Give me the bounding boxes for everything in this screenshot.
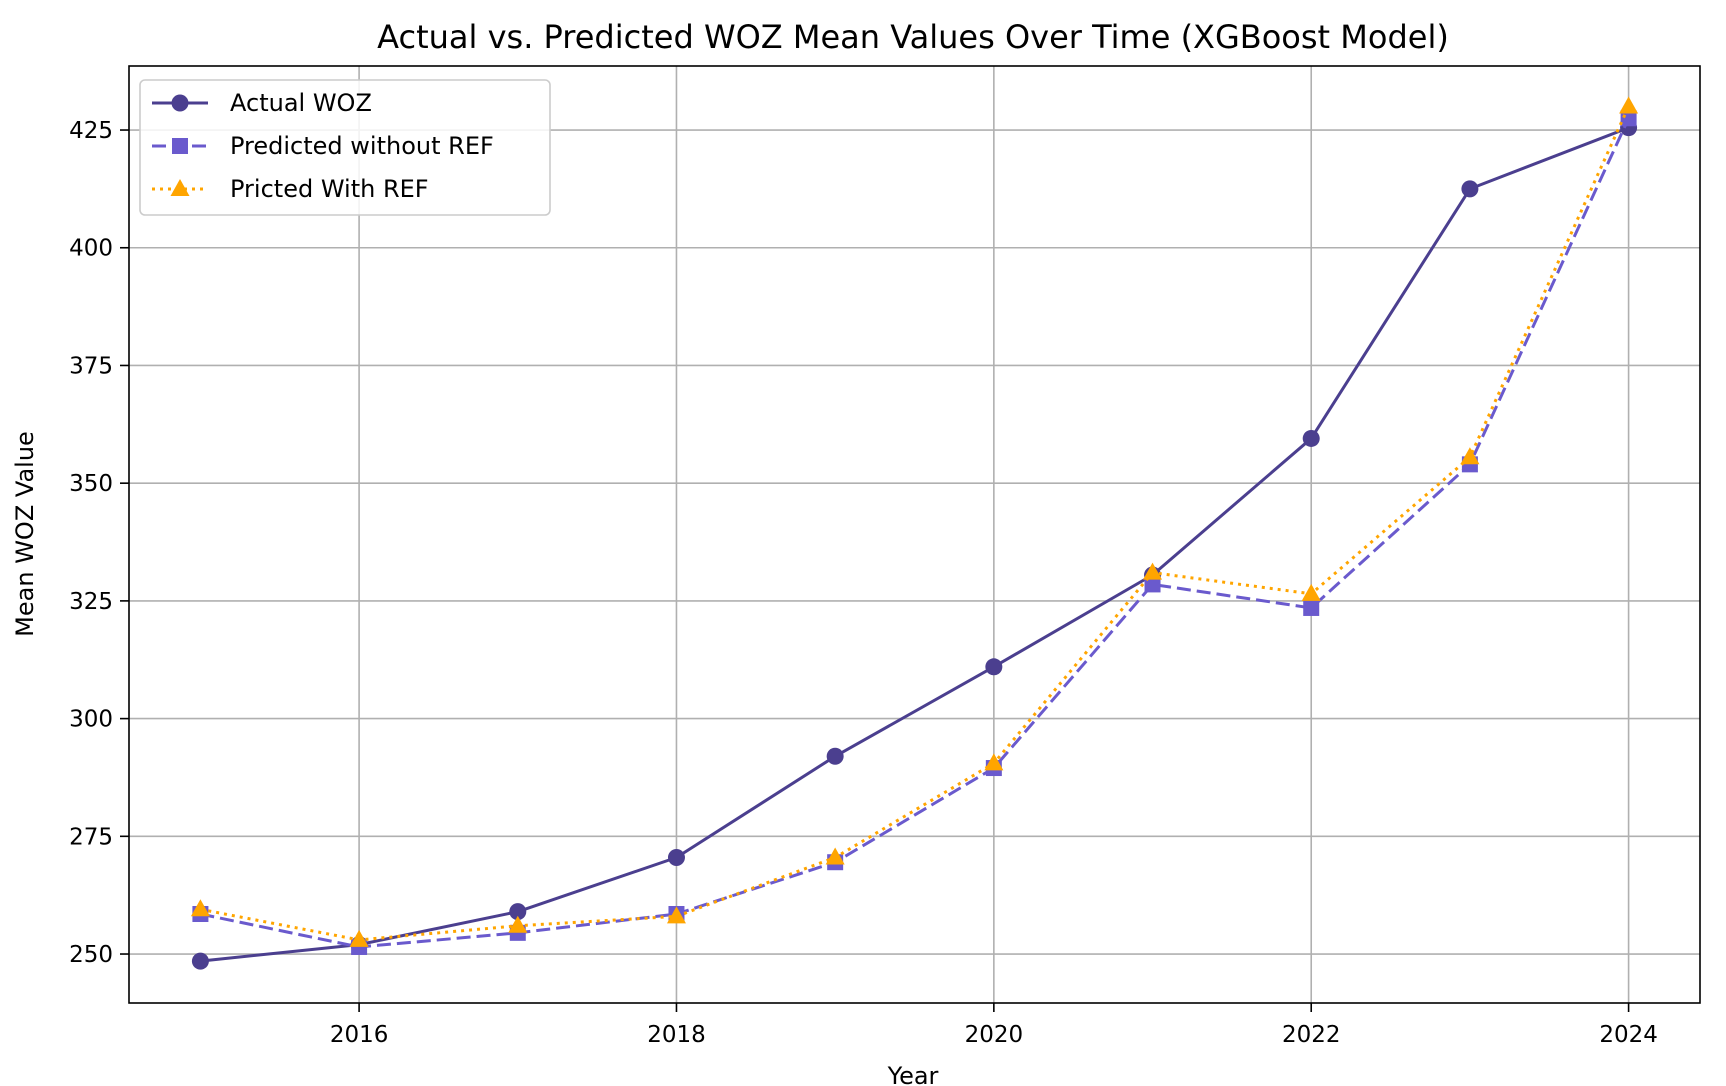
legend-item: Pricted With REF — [152, 175, 429, 203]
series-line — [200, 117, 1630, 949]
data-point — [1460, 447, 1480, 465]
data-point — [985, 658, 1003, 676]
data-point — [191, 952, 209, 970]
y-tick-label: 375 — [69, 353, 113, 379]
y-tick-label: 250 — [69, 942, 113, 968]
data-point — [508, 915, 528, 933]
series-line — [200, 126, 1630, 963]
data-point — [190, 899, 210, 917]
x-tick-label: 2020 — [965, 1022, 1024, 1048]
data-point — [1143, 562, 1163, 580]
legend-item: Actual WOZ — [152, 89, 372, 117]
data-point — [1620, 110, 1637, 127]
data-point — [1461, 180, 1479, 198]
x-axis-label: Year — [887, 1062, 939, 1086]
y-tick-label: 300 — [69, 707, 113, 733]
data-point — [825, 847, 845, 865]
y-axis-label: Mean WOZ Value — [11, 431, 39, 637]
y-tick-label: 425 — [69, 118, 113, 144]
x-tick-label: 2022 — [1282, 1022, 1341, 1048]
legend-marker — [172, 138, 188, 154]
x-tick-label: 2024 — [1599, 1022, 1658, 1048]
y-tick-label: 275 — [69, 824, 113, 850]
series-1 — [191, 119, 1638, 970]
y-tick-label: 400 — [69, 236, 113, 262]
x-axis: 2016 2018 2020 2022 2024 — [330, 1003, 1658, 1048]
data-point — [984, 753, 1004, 771]
legend: Actual WOZ Predicted without REF Pricted W… — [139, 79, 551, 216]
series-3 — [190, 96, 1639, 947]
data-point — [667, 849, 685, 867]
chart-title: Actual vs. Predicted WOZ Mean Values Ove… — [377, 18, 1449, 56]
x-tick-label: 2018 — [647, 1022, 706, 1048]
legend-item: Predicted without REF — [152, 132, 494, 160]
data-point — [666, 906, 686, 924]
data-point — [1619, 96, 1639, 114]
legend-label: Pricted With REF — [230, 175, 429, 203]
data-point — [1144, 576, 1161, 593]
legend-label: Actual WOZ — [230, 89, 372, 117]
data-point — [1302, 429, 1320, 447]
plot-frame — [128, 65, 1701, 1004]
legend-label: Predicted without REF — [230, 132, 494, 160]
data-point — [1303, 599, 1320, 616]
legend-marker — [171, 94, 189, 112]
legend-box — [139, 79, 551, 216]
series-line — [200, 105, 1630, 942]
legend-marker — [170, 179, 190, 196]
x-tick-label: 2016 — [330, 1022, 389, 1048]
data-point — [1301, 583, 1321, 601]
data-point — [826, 747, 844, 765]
data-point — [349, 929, 369, 947]
y-tick-label: 350 — [69, 471, 113, 497]
data-point — [509, 903, 527, 921]
series-layer — [190, 96, 1639, 970]
y-axis: 250 275 300 325 350 375 400 425 — [69, 118, 129, 968]
y-tick-label: 325 — [69, 589, 113, 615]
